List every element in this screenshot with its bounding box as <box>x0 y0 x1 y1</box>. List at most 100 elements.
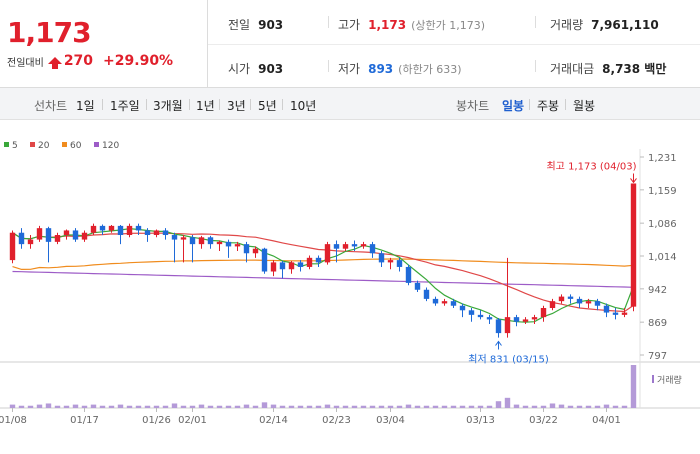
up-arrow-icon <box>47 56 62 69</box>
candle-body <box>9 232 16 261</box>
candle-body <box>252 248 259 254</box>
candle-body <box>108 225 115 231</box>
stat-low: 저가 893 (하한가 633) <box>338 60 462 77</box>
x-tick-label: 02/01 <box>178 415 207 426</box>
volume-bar <box>81 405 88 408</box>
volume-bar <box>18 405 25 408</box>
legend-label: 60 <box>70 141 82 151</box>
x-tick-label: 03/04 <box>376 415 405 426</box>
y-tick-label: 1,231 <box>648 153 677 164</box>
volume-bar <box>153 405 160 408</box>
stat-value: 903 <box>258 18 284 32</box>
volume-bar <box>549 403 556 408</box>
stat-high: 고가 1,173 (상한가 1,173) <box>338 16 485 33</box>
period-3y[interactable]: 3년 <box>227 99 246 113</box>
candle-body <box>45 228 52 242</box>
candle-body <box>576 298 583 304</box>
candle-body <box>54 235 61 242</box>
candle-body <box>342 244 349 249</box>
y-tick-label: 1,014 <box>648 252 677 263</box>
toolbar-separator <box>189 99 190 110</box>
stat-value: 903 <box>258 62 284 76</box>
volume-bar <box>207 405 214 408</box>
period-5y[interactable]: 5년 <box>258 99 277 113</box>
x-tick-label: 03/13 <box>466 415 495 426</box>
change-label: 전일대비 <box>7 57 44 69</box>
candle-body <box>378 253 385 263</box>
candle-body <box>216 241 223 245</box>
volume-bar <box>135 405 142 408</box>
legend-swatch <box>4 142 9 147</box>
volume-bar <box>405 404 412 408</box>
stat-label: 거래량 <box>550 18 584 32</box>
candle-body <box>36 228 43 240</box>
period-1w[interactable]: 1주일 <box>110 99 140 113</box>
period-3m[interactable]: 3개월 <box>153 99 183 113</box>
volume-bar <box>189 405 196 408</box>
x-tick-label: 02/14 <box>259 415 288 426</box>
candle-body <box>549 301 556 309</box>
volume-bar <box>441 405 448 408</box>
x-tick-label: 04/01 <box>592 415 621 426</box>
candle-daily[interactable]: 일봉 <box>502 99 525 113</box>
volume-bar <box>36 404 43 408</box>
candle-body <box>360 244 367 247</box>
volume-bar <box>603 404 610 408</box>
candle-body <box>585 301 592 304</box>
candlestick-chart[interactable]: 5 20 60 120 거래량 1,231 1,159 1,086 1,014 942 869 7… <box>0 120 700 450</box>
low-arrowhead-icon <box>495 340 502 346</box>
volume-bar <box>414 405 421 408</box>
volume-bar <box>522 405 529 408</box>
candle-body <box>621 312 628 315</box>
period-1y[interactable]: 1년 <box>196 99 215 113</box>
candle-body <box>522 319 529 322</box>
y-tick-label: 1,159 <box>648 186 677 197</box>
candle-body <box>162 230 169 236</box>
candle-body <box>153 230 160 236</box>
volume-bar <box>468 405 475 408</box>
x-tick-label: 01/08 <box>0 415 27 426</box>
stat-value: 1,173 <box>368 18 407 32</box>
ma120-line <box>12 270 634 288</box>
y-axis-ticks: 1,231 1,159 1,086 1,014 942 869 797 <box>640 153 677 362</box>
volume-bar <box>225 405 232 408</box>
candle-body <box>405 266 412 283</box>
candle-body <box>324 244 331 263</box>
legend-swatch <box>62 142 67 147</box>
x-tick-label: 02/23 <box>322 415 351 426</box>
candle-body <box>288 262 295 270</box>
candle-body <box>63 230 70 236</box>
stock-header: 1,173 전일대비 270 +29.90% 전일 903 고가 1,173 (… <box>0 0 700 88</box>
change-amount: 270 <box>63 53 94 69</box>
candle-body <box>180 237 187 240</box>
candle-body <box>396 260 403 267</box>
volume-bar <box>396 405 403 408</box>
volume-bar <box>90 404 97 408</box>
volume-bar <box>243 404 250 408</box>
legend-swatch <box>30 142 35 147</box>
volume-bar <box>252 405 259 408</box>
period-10y[interactable]: 10년 <box>290 99 317 113</box>
volume-legend-swatch <box>652 375 654 383</box>
candle-body <box>594 301 601 306</box>
toolbar-separator <box>250 99 251 110</box>
candle-body <box>81 232 88 240</box>
candle-body <box>558 296 565 302</box>
candle-body <box>432 298 439 304</box>
candle-body <box>270 262 277 272</box>
candle-monthly[interactable]: 월봉 <box>573 99 596 113</box>
period-1d[interactable]: 1일 <box>76 99 95 113</box>
volume-bar <box>171 403 178 408</box>
stat-prev-close: 전일 903 <box>228 16 283 33</box>
legend-swatch <box>94 142 99 147</box>
candle-body <box>387 260 394 263</box>
volume-bar <box>279 405 286 408</box>
candle-weekly[interactable]: 주봉 <box>537 99 560 113</box>
volume-bar <box>360 405 367 408</box>
volume-bar <box>558 404 565 408</box>
candle-body <box>144 230 151 236</box>
stat-value: 8,738 백만 <box>602 62 667 76</box>
candle-body <box>135 225 142 231</box>
price-change: 전일대비 270 +29.90% <box>7 53 173 69</box>
volume-bar <box>567 405 574 408</box>
